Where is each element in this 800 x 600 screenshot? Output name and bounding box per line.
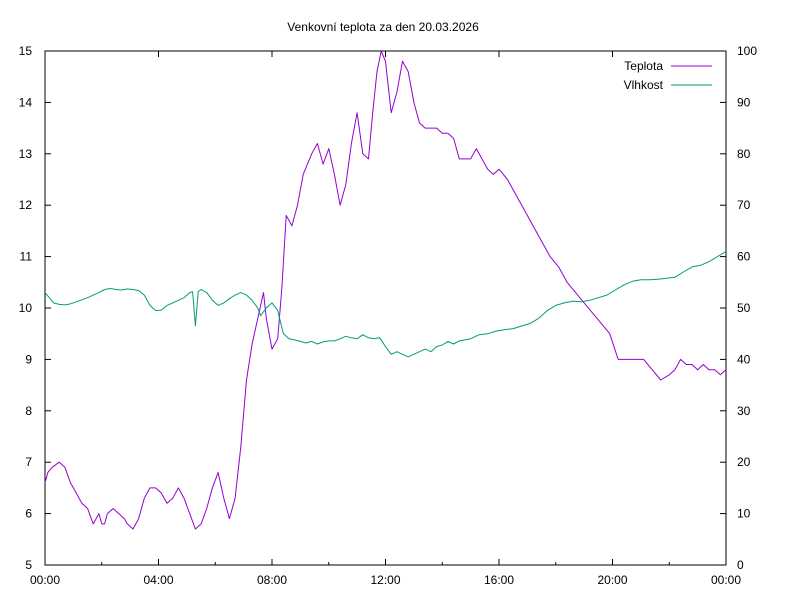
y-right-tick-label: 50: [737, 301, 751, 315]
series-line-teplota: [44, 50, 727, 530]
y-left-tick-label: 13: [19, 147, 33, 161]
y-left-tick-label: 8: [25, 404, 32, 418]
legend-label: Vlhkost: [624, 78, 664, 92]
y-left-tick-label: 6: [25, 507, 32, 521]
y-right-tick-label: 10: [737, 507, 751, 521]
y-right-tick-label: 100: [737, 44, 757, 58]
plot-frame: [44, 50, 727, 566]
x-tick-label: 00:00: [711, 573, 741, 587]
y-right-tick-label: 70: [737, 198, 751, 212]
chart-title: Venkovní teplota za den 20.03.2026: [287, 20, 479, 34]
series-group: [44, 50, 727, 530]
y-right-tick-label: 30: [737, 404, 751, 418]
y-left-tick-label: 12: [19, 198, 33, 212]
x-tick-label: 04:00: [143, 573, 173, 587]
x-tick-label: 20:00: [597, 573, 627, 587]
y-right-tick-label: 20: [737, 455, 751, 469]
y-left-tick-label: 10: [19, 301, 33, 315]
axes: 5 6 7 8 9 10 11 12 13 14 15 0 10 20 30 40 50 60 70 80 90 100 0…: [19, 44, 758, 587]
y-left-tick-label: 15: [19, 44, 33, 58]
y-right-tick-label: 90: [737, 95, 751, 109]
x-tick-label: 08:00: [257, 573, 287, 587]
y-left-tick-label: 5: [25, 558, 32, 572]
series-line-vlhkost: [44, 251, 727, 358]
legend-label: Teplota: [624, 59, 663, 73]
x-tick-label: 00:00: [30, 573, 60, 587]
y-right-tick-label: 0: [737, 558, 744, 572]
y-left-tick-label: 9: [25, 352, 32, 366]
y-left-tick-label: 11: [20, 250, 33, 264]
legend: Teplota Vlhkost: [624, 59, 712, 92]
y-left-tick-label: 7: [25, 455, 32, 469]
x-tick-label: 12:00: [370, 573, 400, 587]
y-left-tick-label: 14: [19, 95, 33, 109]
y-right-tick-label: 40: [737, 352, 751, 366]
y-right-tick-label: 80: [737, 147, 751, 161]
y-right-tick-label: 60: [737, 250, 751, 264]
x-tick-label: 16:00: [484, 573, 514, 587]
